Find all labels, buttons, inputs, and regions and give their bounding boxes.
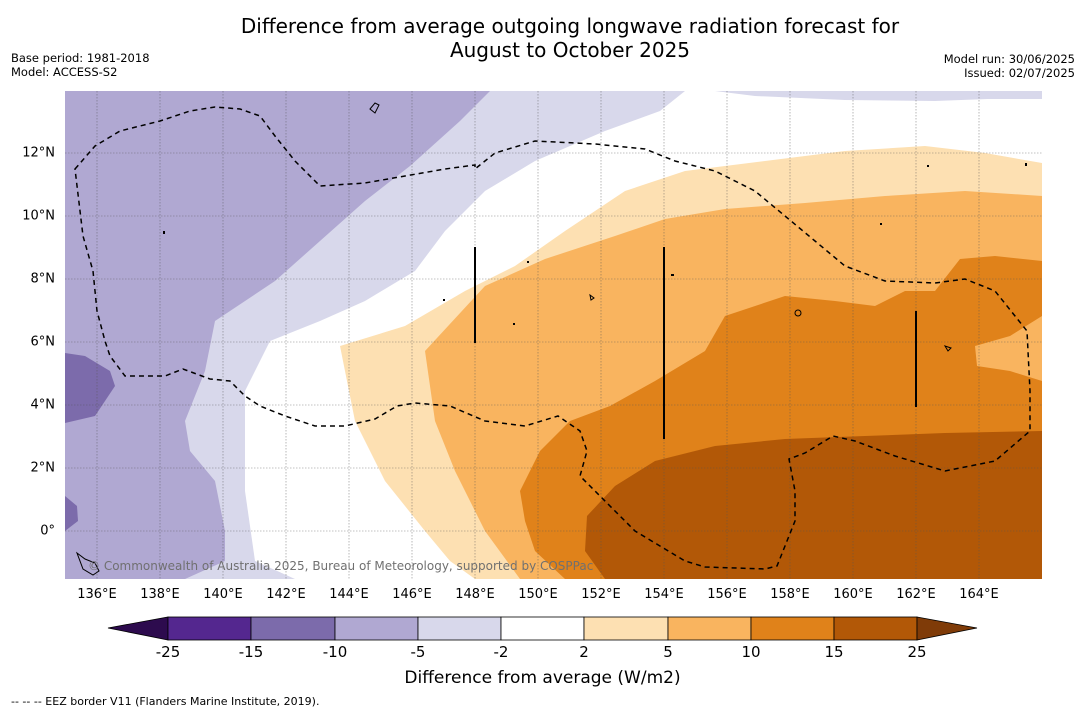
lon-label: 160°E xyxy=(833,587,873,602)
base-period: Base period: 1981-2018 xyxy=(11,51,150,65)
band-positive-medium-2 xyxy=(975,316,1042,381)
eez-footnote: -- -- -- EEZ border V11 (Flanders Marine… xyxy=(11,695,320,708)
colorbar-segment xyxy=(334,616,419,641)
map-title-line-1: Difference from average outgoing longwav… xyxy=(240,14,900,38)
band-negative-strong-2 xyxy=(65,496,78,531)
colorbar-tick: -10 xyxy=(322,643,348,661)
island-dots xyxy=(163,163,1027,325)
eez-borders xyxy=(74,106,1031,570)
lat-label: 8°N xyxy=(30,271,56,287)
lon-label: 150°E xyxy=(518,587,558,602)
lon-label: 164°E xyxy=(959,587,999,602)
lat-label: 4°N xyxy=(30,397,56,413)
lon-label: 152°E xyxy=(581,587,621,602)
colorbar-tick: 2 xyxy=(579,643,589,661)
colorbar-tick: 15 xyxy=(824,643,844,661)
colorbar-segment xyxy=(750,616,835,641)
anomaly-map xyxy=(65,91,1042,579)
solid-segments xyxy=(474,247,917,439)
lon-label: 136°E xyxy=(77,587,117,602)
lat-label: 12°N xyxy=(22,145,55,161)
lat-label: 10°N xyxy=(22,208,55,224)
lon-label: 148°E xyxy=(455,587,495,602)
colorbar-segment xyxy=(667,616,752,641)
colorbar-segment xyxy=(167,616,252,641)
lon-label: 156°E xyxy=(707,587,747,602)
lon-label: 146°E xyxy=(392,587,432,602)
colorbar-tick: 25 xyxy=(907,643,927,661)
graticule xyxy=(65,91,1042,579)
colorbar-segment xyxy=(417,616,502,641)
colorbar-segment xyxy=(500,616,585,641)
colorbar-tick: 5 xyxy=(663,643,673,661)
copyright-notice: © Commonwealth of Australia 2025, Bureau… xyxy=(88,559,594,573)
band-negative-medium xyxy=(65,91,490,579)
lon-label: 142°E xyxy=(266,587,306,602)
colorbar-extend-high xyxy=(916,616,978,641)
band-negative-strong xyxy=(65,353,115,423)
colorbar-tick: -25 xyxy=(155,643,181,661)
model-run: Model run: 30/06/2025 xyxy=(943,52,1075,66)
lon-label: 144°E xyxy=(329,587,369,602)
lon-label: 154°E xyxy=(644,587,684,602)
lat-label: 6°N xyxy=(30,334,56,350)
lon-label: 158°E xyxy=(770,587,810,602)
colorbar-extend-low xyxy=(107,616,169,641)
map-title-line-2: August to October 2025 xyxy=(449,38,691,62)
lat-label: 0° xyxy=(40,523,55,539)
lon-label: 162°E xyxy=(896,587,936,602)
colorbar-tick: -5 xyxy=(410,643,426,661)
colorbar-segment xyxy=(250,616,336,641)
colorbar-segment xyxy=(833,616,918,641)
colorbar-tick: 10 xyxy=(741,643,761,661)
colorbar xyxy=(107,616,978,641)
band-negative-light-2 xyxy=(715,91,1042,101)
meta-right: Model run: 30/06/2025 Issued: 02/07/2025 xyxy=(944,52,1075,80)
colorbar-tick: -2 xyxy=(493,643,509,661)
lon-label: 138°E xyxy=(140,587,180,602)
lon-label: 140°E xyxy=(203,587,243,602)
colorbar-tick: -15 xyxy=(238,643,264,661)
model-name: Model: ACCESS-S2 xyxy=(11,65,118,79)
colorbar-segment xyxy=(583,616,669,641)
map-title: Difference from average outgoing longwav… xyxy=(0,14,1085,62)
issued-date: Issued: 02/07/2025 xyxy=(964,66,1075,80)
eez-border-west xyxy=(74,106,1031,570)
islands xyxy=(75,102,952,576)
lat-label: 2°N xyxy=(30,460,56,476)
meta-left: Base period: 1981-2018 Model: ACCESS-S2 xyxy=(11,51,150,79)
colorbar-label: Difference from average (W/m2) xyxy=(404,668,681,688)
